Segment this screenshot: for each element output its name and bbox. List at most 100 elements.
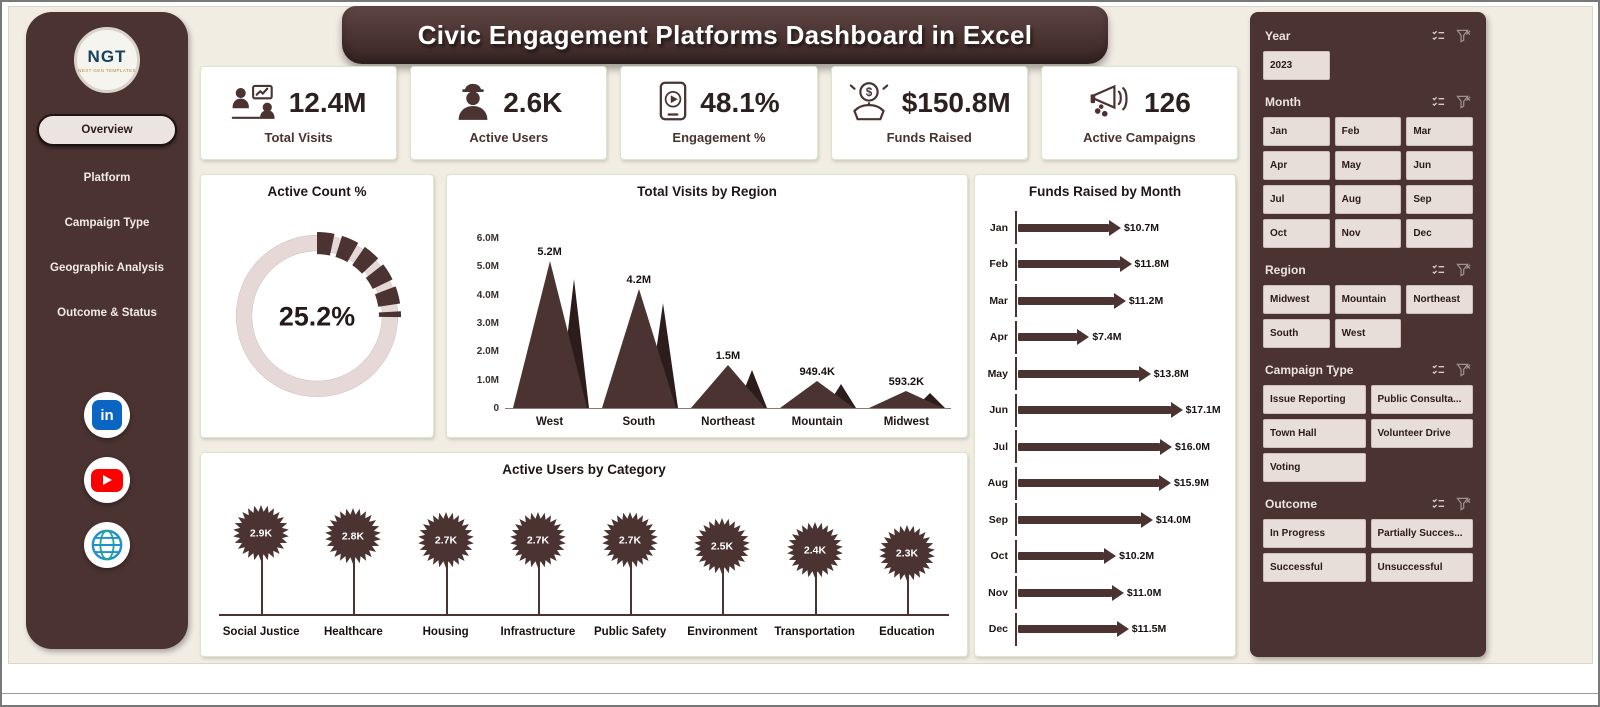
slicer-grid: Jan Feb Mar Apr May Jun Jul Aug Sep Oct Nov Dec: [1263, 117, 1473, 248]
social-links: in: [26, 392, 188, 568]
arrow-track: $13.8M: [1015, 357, 1229, 391]
kpi-label: Active Users: [469, 130, 549, 145]
month-label: Mar: [989, 294, 1008, 307]
sidebar-item-outcome-status[interactable]: Outcome & Status: [57, 307, 157, 319]
linkedin-icon[interactable]: in: [84, 392, 130, 438]
arrow-track: $11.8M: [1015, 247, 1229, 281]
clear-filter-icon[interactable]: [1456, 28, 1471, 43]
arrow-bar: [1018, 293, 1126, 309]
category-axis: [219, 614, 949, 616]
value-label: $7.4M: [1092, 331, 1122, 344]
slicer-button-issue-reporting[interactable]: Issue Reporting: [1263, 385, 1366, 414]
slicer-button-dec[interactable]: Dec: [1406, 219, 1473, 248]
slicer-icons: [1431, 262, 1471, 277]
kpi-card-engagement: 48.1% Engagement %: [620, 66, 818, 160]
y-axis-tick: 2.0M: [476, 346, 499, 357]
slicer-button-sep[interactable]: Sep: [1406, 185, 1473, 214]
slicer-button-apr[interactable]: Apr: [1263, 151, 1330, 180]
slicer-button-nov[interactable]: Nov: [1334, 219, 1402, 248]
arrow-shaft: [1018, 552, 1105, 561]
funds-row-apr: Apr $7.4M: [987, 320, 1229, 354]
category-item-environment: 2.5K Environment: [676, 487, 768, 638]
linkedin-glyph: in: [92, 400, 122, 430]
slicer-button-aug[interactable]: Aug: [1334, 185, 1402, 214]
slicer-title: Outcome: [1265, 496, 1318, 511]
slicer-button-in-progress[interactable]: In Progress: [1263, 519, 1366, 548]
slicer-button-midwest[interactable]: Midwest: [1263, 285, 1330, 314]
category-item-housing: 2.7K Housing: [400, 487, 492, 638]
slicer-button-jun[interactable]: Jun: [1406, 151, 1473, 180]
slicer-button-2023[interactable]: 2023: [1263, 51, 1330, 80]
clear-filter-icon[interactable]: [1456, 94, 1471, 109]
funds-row-mar: Mar $11.2M: [987, 284, 1229, 318]
multiselect-icon[interactable]: [1431, 496, 1446, 511]
y-axis-tick: 1.0M: [476, 375, 499, 386]
triangle: [690, 365, 765, 408]
slicer-outcome: Outcome In Progress Partially Succes... Suc…: [1263, 496, 1473, 582]
slicer-button-feb[interactable]: Feb: [1334, 117, 1402, 146]
lollipop-stem: [906, 558, 909, 614]
slicer-button-jan[interactable]: Jan: [1263, 117, 1330, 146]
multiselect-icon[interactable]: [1431, 262, 1446, 277]
kpi-label: Funds Raised: [886, 130, 972, 145]
clear-filter-icon[interactable]: [1456, 262, 1471, 277]
slicer-button-may[interactable]: May: [1334, 151, 1402, 180]
arrow-shaft: [1018, 515, 1141, 524]
arrow-track: $10.2M: [1015, 539, 1229, 573]
slicer-button-volunteer-drive[interactable]: Volunteer Drive: [1370, 419, 1473, 448]
slicer-button-unsuccessful[interactable]: Unsuccessful: [1370, 553, 1473, 582]
slicer-button-jul[interactable]: Jul: [1263, 185, 1330, 214]
logo-subtext: NEXT GEN TEMPLATES: [78, 68, 136, 73]
kpi-top: 126: [1088, 81, 1191, 125]
slicer-title: Year: [1265, 28, 1291, 43]
clear-filter-icon[interactable]: [1456, 496, 1471, 511]
region-bar-northeast: 1.5M: [683, 239, 772, 408]
web-icon[interactable]: [84, 522, 130, 568]
donut-chart: 25.2%: [235, 232, 402, 398]
page-title: Civic Engagement Platforms Dashboard in …: [417, 19, 1033, 50]
window-edge-divider: [2, 693, 1598, 694]
slicer-title: Region: [1265, 262, 1306, 277]
slicer-button-oct[interactable]: Oct: [1263, 219, 1330, 248]
category-label: Transportation: [774, 626, 855, 638]
slicer-button-public-consulta[interactable]: Public Consulta...: [1370, 385, 1473, 414]
visits-by-region-card: Total Visits by Region 5.2M 4.2M 1.5M 949.4…: [446, 174, 968, 438]
value-label: $13.8M: [1153, 367, 1189, 380]
lollipop-stem: [722, 551, 725, 614]
multiselect-icon[interactable]: [1431, 94, 1446, 109]
value-label: $11.0M: [1126, 586, 1162, 599]
arrow-track: $7.4M: [1015, 320, 1229, 354]
value-label: $16.0M: [1175, 440, 1211, 453]
value-label: 5.2M: [537, 246, 562, 258]
slicer-button-voting[interactable]: Voting: [1263, 453, 1366, 482]
value-label: $10.2M: [1119, 550, 1155, 563]
youtube-icon[interactable]: [84, 457, 130, 503]
category-item-public-safety: 2.7K Public Safety: [584, 487, 676, 638]
lollipop-stem: [353, 541, 356, 614]
slicer-button-mountain[interactable]: Mountain: [1334, 285, 1402, 314]
sidebar-item-platform[interactable]: Platform: [83, 172, 131, 184]
triangle: [869, 391, 944, 408]
slicer-button-partially-succes[interactable]: Partially Succes...: [1370, 519, 1473, 548]
multiselect-icon[interactable]: [1431, 362, 1446, 377]
arrow-bar: [1018, 329, 1089, 345]
category-label: Social Justice: [222, 626, 300, 638]
sidebar-item-overview[interactable]: Overview: [37, 114, 177, 146]
active-campaigns-icon: [1088, 82, 1132, 124]
slicer-button-south[interactable]: South: [1263, 319, 1330, 348]
slicer-header: Month: [1265, 94, 1471, 109]
slicer-button-west[interactable]: West: [1334, 319, 1402, 348]
slicer-button-mar[interactable]: Mar: [1406, 117, 1473, 146]
active-users-icon: [455, 81, 491, 126]
clear-filter-icon[interactable]: [1456, 362, 1471, 377]
star-value-label: 2.7K: [435, 535, 458, 547]
slicer-icons: [1431, 362, 1471, 377]
slicer-button-successful[interactable]: Successful: [1263, 553, 1366, 582]
x-axis-label: West: [535, 416, 564, 428]
sidebar-item-geographic-analysis[interactable]: Geographic Analysis: [50, 262, 164, 274]
sidebar-item-campaign-type[interactable]: Campaign Type: [64, 217, 150, 229]
slicer-button-town-hall[interactable]: Town Hall: [1263, 419, 1366, 448]
slicer-button-northeast[interactable]: Northeast: [1406, 285, 1473, 314]
funds-row-jan: Jan $10.7M: [987, 211, 1229, 244]
multiselect-icon[interactable]: [1431, 28, 1446, 43]
